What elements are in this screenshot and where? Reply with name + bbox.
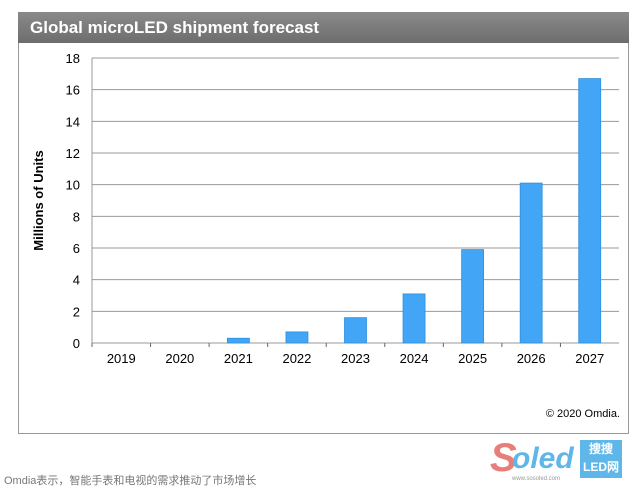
x-tick-label: 2023 [341,351,370,366]
y-tick-label: 10 [66,178,80,193]
y-tick-label: 14 [66,114,80,129]
caption: Omdia表示，智能手表和电视的需求推动了市场增长 [4,475,257,487]
x-tick-label: 2022 [282,351,311,366]
x-tick-label: 2024 [400,351,429,366]
bar-2026 [519,182,543,344]
x-tick-label: 2019 [107,351,136,366]
y-tick-label: 0 [73,336,80,351]
watermark-url: www.sosoled.com [512,476,561,482]
y-tick-label: 4 [73,273,80,288]
y-tick-label: 16 [66,83,80,98]
chart-title: Global microLED shipment forecast [18,12,629,43]
x-tick-label: 2025 [458,351,487,366]
y-tick-label: 12 [66,146,80,161]
x-tick-label: 2027 [575,351,604,366]
bar-2021 [226,337,250,344]
y-tick-label: 2 [73,304,80,319]
bar-2027 [578,78,602,344]
bar-2024 [402,293,426,344]
x-tick-label: 2020 [165,351,194,366]
y-tick-label: 8 [73,209,80,224]
y-tick-label: 18 [66,51,80,66]
bar-2022 [285,331,309,344]
bar-2023 [344,317,367,344]
y-tick-label: 6 [73,241,80,256]
x-tick-label: 2021 [224,351,253,366]
bar-2025 [461,249,485,344]
x-tick-label: 2026 [517,351,546,366]
copyright: © 2020 Omdia. [545,408,620,420]
y-axis-label: Millions of Units [31,150,46,250]
bar-chart: 0 2 4 6 8 10 12 14 16 18 2019 2020 2021 2022 2023 2024 2… [31,51,619,366]
